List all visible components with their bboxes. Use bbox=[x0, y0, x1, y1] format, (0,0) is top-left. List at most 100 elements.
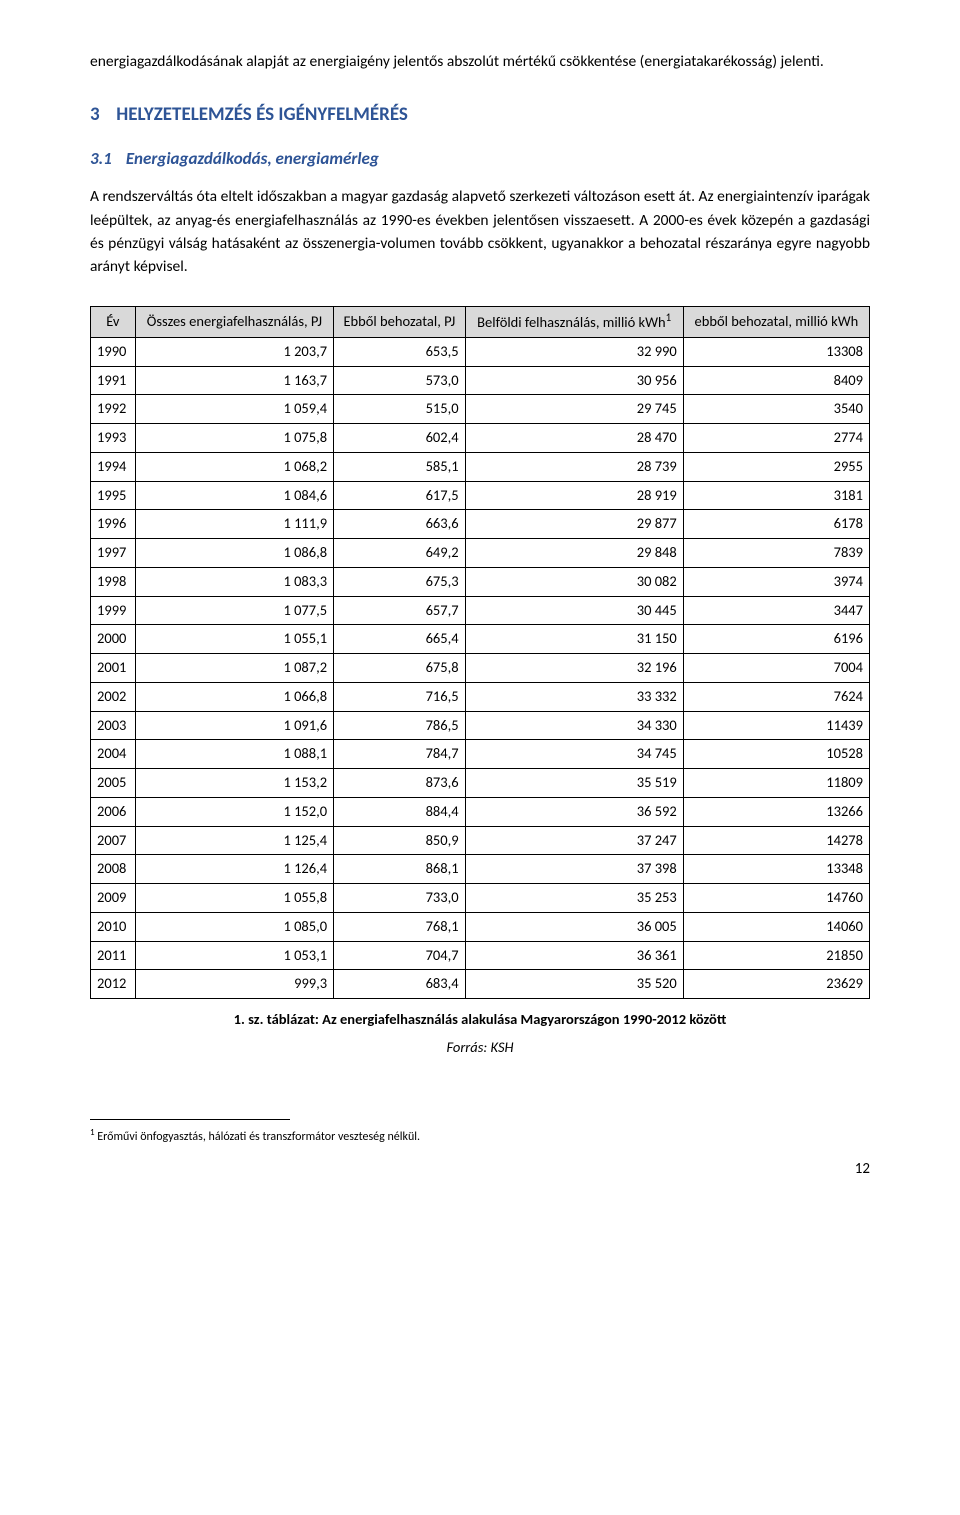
table-cell: 1992 bbox=[91, 395, 136, 424]
table-cell: 11809 bbox=[683, 769, 869, 798]
table-cell: 733,0 bbox=[334, 884, 465, 913]
table-cell: 1997 bbox=[91, 539, 136, 568]
table-cell: 29 848 bbox=[465, 539, 683, 568]
table-cell: 2005 bbox=[91, 769, 136, 798]
table-cell: 663,6 bbox=[334, 510, 465, 539]
table-row: 20031 091,6786,534 33011439 bbox=[91, 711, 870, 740]
table-row: 20061 152,0884,436 59213266 bbox=[91, 797, 870, 826]
table-cell: 2009 bbox=[91, 884, 136, 913]
table-row: 19971 086,8649,229 8487839 bbox=[91, 539, 870, 568]
table-cell: 1 059,4 bbox=[135, 395, 333, 424]
table-row: 19961 111,9663,629 8776178 bbox=[91, 510, 870, 539]
table-cell: 649,2 bbox=[334, 539, 465, 568]
table-cell: 30 445 bbox=[465, 596, 683, 625]
table-cell: 515,0 bbox=[334, 395, 465, 424]
table-cell: 35 253 bbox=[465, 884, 683, 913]
table-cell: 1990 bbox=[91, 337, 136, 366]
table-cell: 1 088,1 bbox=[135, 740, 333, 769]
table-cell: 13308 bbox=[683, 337, 869, 366]
table-cell: 36 592 bbox=[465, 797, 683, 826]
table-cell: 1 163,7 bbox=[135, 366, 333, 395]
table-cell: 30 956 bbox=[465, 366, 683, 395]
table-cell: 1 087,2 bbox=[135, 654, 333, 683]
table-row: 19981 083,3675,330 0823974 bbox=[91, 567, 870, 596]
table-cell: 1 111,9 bbox=[135, 510, 333, 539]
section-number: 3 bbox=[90, 101, 112, 130]
table-cell: 665,4 bbox=[334, 625, 465, 654]
table-row: 20071 125,4850,937 24714278 bbox=[91, 826, 870, 855]
table-cell: 29 877 bbox=[465, 510, 683, 539]
table-cell: 1991 bbox=[91, 366, 136, 395]
table-cell: 13348 bbox=[683, 855, 869, 884]
table-cell: 2955 bbox=[683, 452, 869, 481]
table-cell: 657,7 bbox=[334, 596, 465, 625]
table-cell: 1 055,8 bbox=[135, 884, 333, 913]
table-cell: 1 126,4 bbox=[135, 855, 333, 884]
table-cell: 35 519 bbox=[465, 769, 683, 798]
table-cell: 585,1 bbox=[334, 452, 465, 481]
table-cell: 13266 bbox=[683, 797, 869, 826]
table-cell: 11439 bbox=[683, 711, 869, 740]
table-cell: 21850 bbox=[683, 941, 869, 970]
table-cell: 1 085,0 bbox=[135, 912, 333, 941]
footnote: 1 Erőművi önfogyasztás, hálózati és tran… bbox=[90, 1126, 870, 1146]
table-cell: 1 053,1 bbox=[135, 941, 333, 970]
section-heading: 3 HELYZETELEMZÉS ÉS IGÉNYFELMÉRÉS bbox=[90, 101, 870, 130]
source-value: KSH bbox=[491, 1038, 514, 1056]
table-cell: 2007 bbox=[91, 826, 136, 855]
table-cell: 32 990 bbox=[465, 337, 683, 366]
table-cell: 1 091,6 bbox=[135, 711, 333, 740]
table-cell: 1 066,8 bbox=[135, 682, 333, 711]
table-cell: 7839 bbox=[683, 539, 869, 568]
table-cell: 14060 bbox=[683, 912, 869, 941]
table-row: 19901 203,7653,532 99013308 bbox=[91, 337, 870, 366]
table-row: 20051 153,2873,635 51911809 bbox=[91, 769, 870, 798]
table-row: 2012999,3683,435 52023629 bbox=[91, 970, 870, 999]
table-row: 20041 088,1784,734 74510528 bbox=[91, 740, 870, 769]
col-import: Ebből behozatal, PJ bbox=[334, 307, 465, 338]
table-cell: 3447 bbox=[683, 596, 869, 625]
table-cell: 2012 bbox=[91, 970, 136, 999]
table-cell: 3974 bbox=[683, 567, 869, 596]
table-cell: 1996 bbox=[91, 510, 136, 539]
table-cell: 1 152,0 bbox=[135, 797, 333, 826]
table-row: 20001 055,1665,431 1506196 bbox=[91, 625, 870, 654]
col-domestic: Belföldi felhasználás, millió kWh1 bbox=[465, 307, 683, 338]
table-cell: 37 398 bbox=[465, 855, 683, 884]
table-cell: 34 745 bbox=[465, 740, 683, 769]
table-cell: 786,5 bbox=[334, 711, 465, 740]
subsection-number: 3.1 bbox=[90, 146, 122, 172]
table-row: 20101 085,0768,136 00514060 bbox=[91, 912, 870, 941]
page-number: 12 bbox=[90, 1158, 870, 1181]
table-cell: 1 077,5 bbox=[135, 596, 333, 625]
col-domestic-label: Belföldi felhasználás, millió kWh bbox=[477, 313, 666, 331]
table-cell: 653,5 bbox=[334, 337, 465, 366]
subsection-title: Energiagazdálkodás, energiamérleg bbox=[126, 148, 379, 169]
col-domestic-sup: 1 bbox=[666, 311, 672, 324]
table-row: 19991 077,5657,730 4453447 bbox=[91, 596, 870, 625]
table-row: 19911 163,7573,030 9568409 bbox=[91, 366, 870, 395]
table-cell: 23629 bbox=[683, 970, 869, 999]
table-cell: 14278 bbox=[683, 826, 869, 855]
table-caption: 1. sz. táblázat: Az energiafelhasználás … bbox=[90, 1009, 870, 1031]
table-cell: 573,0 bbox=[334, 366, 465, 395]
table-cell: 29 745 bbox=[465, 395, 683, 424]
table-header-row: Év Összes energiafelhasználás, PJ Ebből … bbox=[91, 307, 870, 338]
table-cell: 28 919 bbox=[465, 481, 683, 510]
table-cell: 31 150 bbox=[465, 625, 683, 654]
table-cell: 1999 bbox=[91, 596, 136, 625]
table-cell: 10528 bbox=[683, 740, 869, 769]
table-cell: 6178 bbox=[683, 510, 869, 539]
table-cell: 602,4 bbox=[334, 424, 465, 453]
table-cell: 32 196 bbox=[465, 654, 683, 683]
table-cell: 1993 bbox=[91, 424, 136, 453]
table-cell: 1 084,6 bbox=[135, 481, 333, 510]
table-cell: 36 005 bbox=[465, 912, 683, 941]
table-cell: 716,5 bbox=[334, 682, 465, 711]
table-cell: 7004 bbox=[683, 654, 869, 683]
table-cell: 868,1 bbox=[334, 855, 465, 884]
table-cell: 617,5 bbox=[334, 481, 465, 510]
table-cell: 784,7 bbox=[334, 740, 465, 769]
energy-table: Év Összes energiafelhasználás, PJ Ebből … bbox=[90, 306, 870, 999]
table-cell: 1 068,2 bbox=[135, 452, 333, 481]
